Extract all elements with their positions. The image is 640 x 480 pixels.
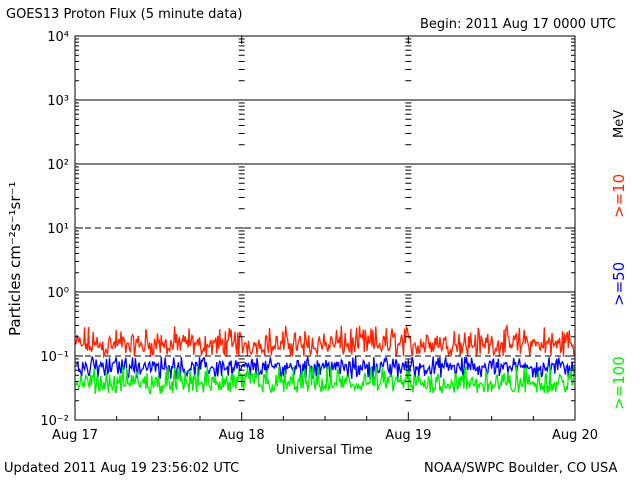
y-axis-label: Particles cm⁻²s⁻¹sr⁻¹	[6, 181, 24, 336]
series-line-ge50	[75, 356, 575, 380]
source-label: NOAA/SWPC Boulder, CO USA	[424, 461, 618, 476]
begin-label: Begin: 2011 Aug 17 0000 UTC	[420, 17, 616, 32]
series-line-ge10	[75, 323, 575, 359]
x-axis-label: Universal Time	[276, 443, 373, 458]
x-tick-label: Aug 19	[385, 428, 431, 443]
y-tick-label: 10³	[47, 94, 69, 109]
y-tick-label: 10⁻¹	[40, 350, 69, 365]
x-tick-label: Aug 18	[219, 428, 265, 443]
legend-series-50: >=50	[610, 261, 628, 306]
x-tick-label: Aug 17	[52, 428, 98, 443]
chart-title: GOES13 Proton Flux (5 minute data)	[6, 7, 243, 22]
y-tick-label: 10²	[47, 158, 69, 173]
updated-label: Updated 2011 Aug 19 23:56:02 UTC	[4, 461, 240, 476]
y-tick-label: 10⁰	[47, 286, 69, 301]
y-tick-label: 10⁴	[47, 30, 69, 45]
y-tick-label: 10⁻²	[40, 414, 69, 429]
legend-unit: MeV	[612, 109, 627, 138]
series-line-ge100	[75, 365, 575, 395]
x-tick-label: Aug 20	[552, 428, 598, 443]
legend-series-100: >=100	[610, 356, 628, 410]
y-tick-label: 10¹	[47, 222, 69, 237]
legend-series-10: >=10	[610, 173, 628, 218]
